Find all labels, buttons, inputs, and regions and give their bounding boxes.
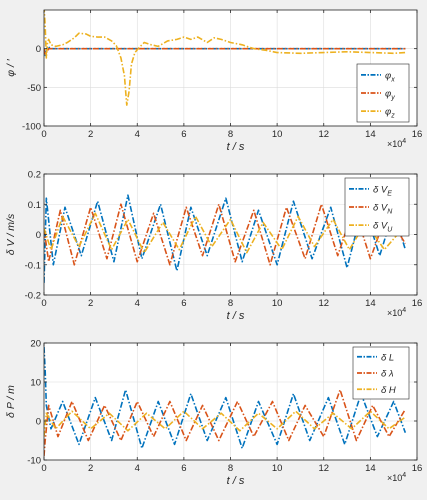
x-tick-label: 10 [272,463,283,474]
x-tick-label: 10 [272,129,283,140]
y-axis-label: δ P / m [5,385,17,418]
x-tick-label: 14 [365,298,376,309]
legend-entry: δ λ [381,369,394,380]
x-tick-label: 2 [88,463,93,474]
x-tick-label: 8 [228,463,233,474]
series-group [44,194,407,283]
legend-entry: φz [385,107,395,120]
legend-entry: φx [385,70,395,83]
x-tick-label: 12 [318,463,329,474]
y-tick-label: 0.2 [28,170,41,181]
x-tick-label: 4 [135,463,140,474]
y-tick-label: -0.2 [25,291,41,302]
series-line-2 [44,203,407,266]
y-tick-label: -50 [27,83,41,94]
series-line-3 [44,10,406,106]
y-tick-label: 0 [36,230,41,241]
x-tick-label: 8 [228,298,233,309]
x-tick-label: 14 [365,463,376,474]
x-tick-label: 2 [88,298,93,309]
x-exponent: ×104 [387,307,406,318]
chart-panel-2: 0 2 4 6 8 10 12 14 16 -0.2 -0.1 0 0.1 0.2 t / s ×104 δ V… [5,170,422,323]
legend-entry: φy [385,89,395,102]
x-tick-label: 14 [365,129,376,140]
y-tick-label: 0.1 [28,200,41,211]
legend-entry: δ VN [373,203,393,216]
legend: φx φy φz [356,63,410,123]
legend-entry: δ L [381,352,394,363]
legend-entry: δ VU [373,221,393,234]
x-tick-label: 6 [181,298,186,309]
series-group [44,346,407,457]
x-exponent: ×104 [387,472,406,483]
y-axis-label: φ / ′ [5,58,17,77]
x-tick-label: 4 [135,298,140,309]
x-tick-label: 0 [41,129,46,140]
x-tick-label: 16 [412,129,423,140]
legend: δ L δ λ δ H [352,346,410,400]
x-axis-label: t / s [227,310,245,322]
x-exponent: ×104 [387,138,406,149]
y-tick-label: -10 [27,456,41,467]
y-tick-label: -0.1 [25,260,41,271]
x-tick-label: 6 [181,463,186,474]
y-tick-label: 20 [30,339,41,350]
x-tick-label: 0 [41,463,46,474]
x-tick-label: 16 [412,463,423,474]
y-axis-label: δ V / m/s [5,213,17,255]
series-group [44,10,406,106]
x-tick-label: 12 [318,129,329,140]
x-tick-label: 12 [318,298,329,309]
y-tick-label: 0 [36,44,41,55]
x-tick-label: 8 [228,129,233,140]
legend-entry: δ VE [373,184,392,197]
legend-box [344,177,410,237]
legend-entry: δ H [381,385,396,396]
y-tick-label: 10 [30,378,41,389]
x-tick-label: 2 [88,129,93,140]
legend-box [352,346,410,400]
x-axis-label: t / s [227,141,245,153]
series-line-3 [44,212,406,254]
x-axis-label: t / s [227,475,245,487]
series-line-1 [44,194,407,283]
series-line-2 [44,388,407,457]
x-tick-label: 4 [135,129,140,140]
x-tick-label: 0 [41,298,46,309]
series-line-1 [44,346,407,450]
series-line-3 [44,410,406,437]
x-tick-label: 6 [181,129,186,140]
y-tick-label: -100 [22,122,41,133]
y-tick-label: 0 [36,417,41,428]
legend: δ VE δ VN δ VU [344,177,410,237]
x-tick-label: 16 [412,298,423,309]
x-tick-label: 10 [272,298,283,309]
